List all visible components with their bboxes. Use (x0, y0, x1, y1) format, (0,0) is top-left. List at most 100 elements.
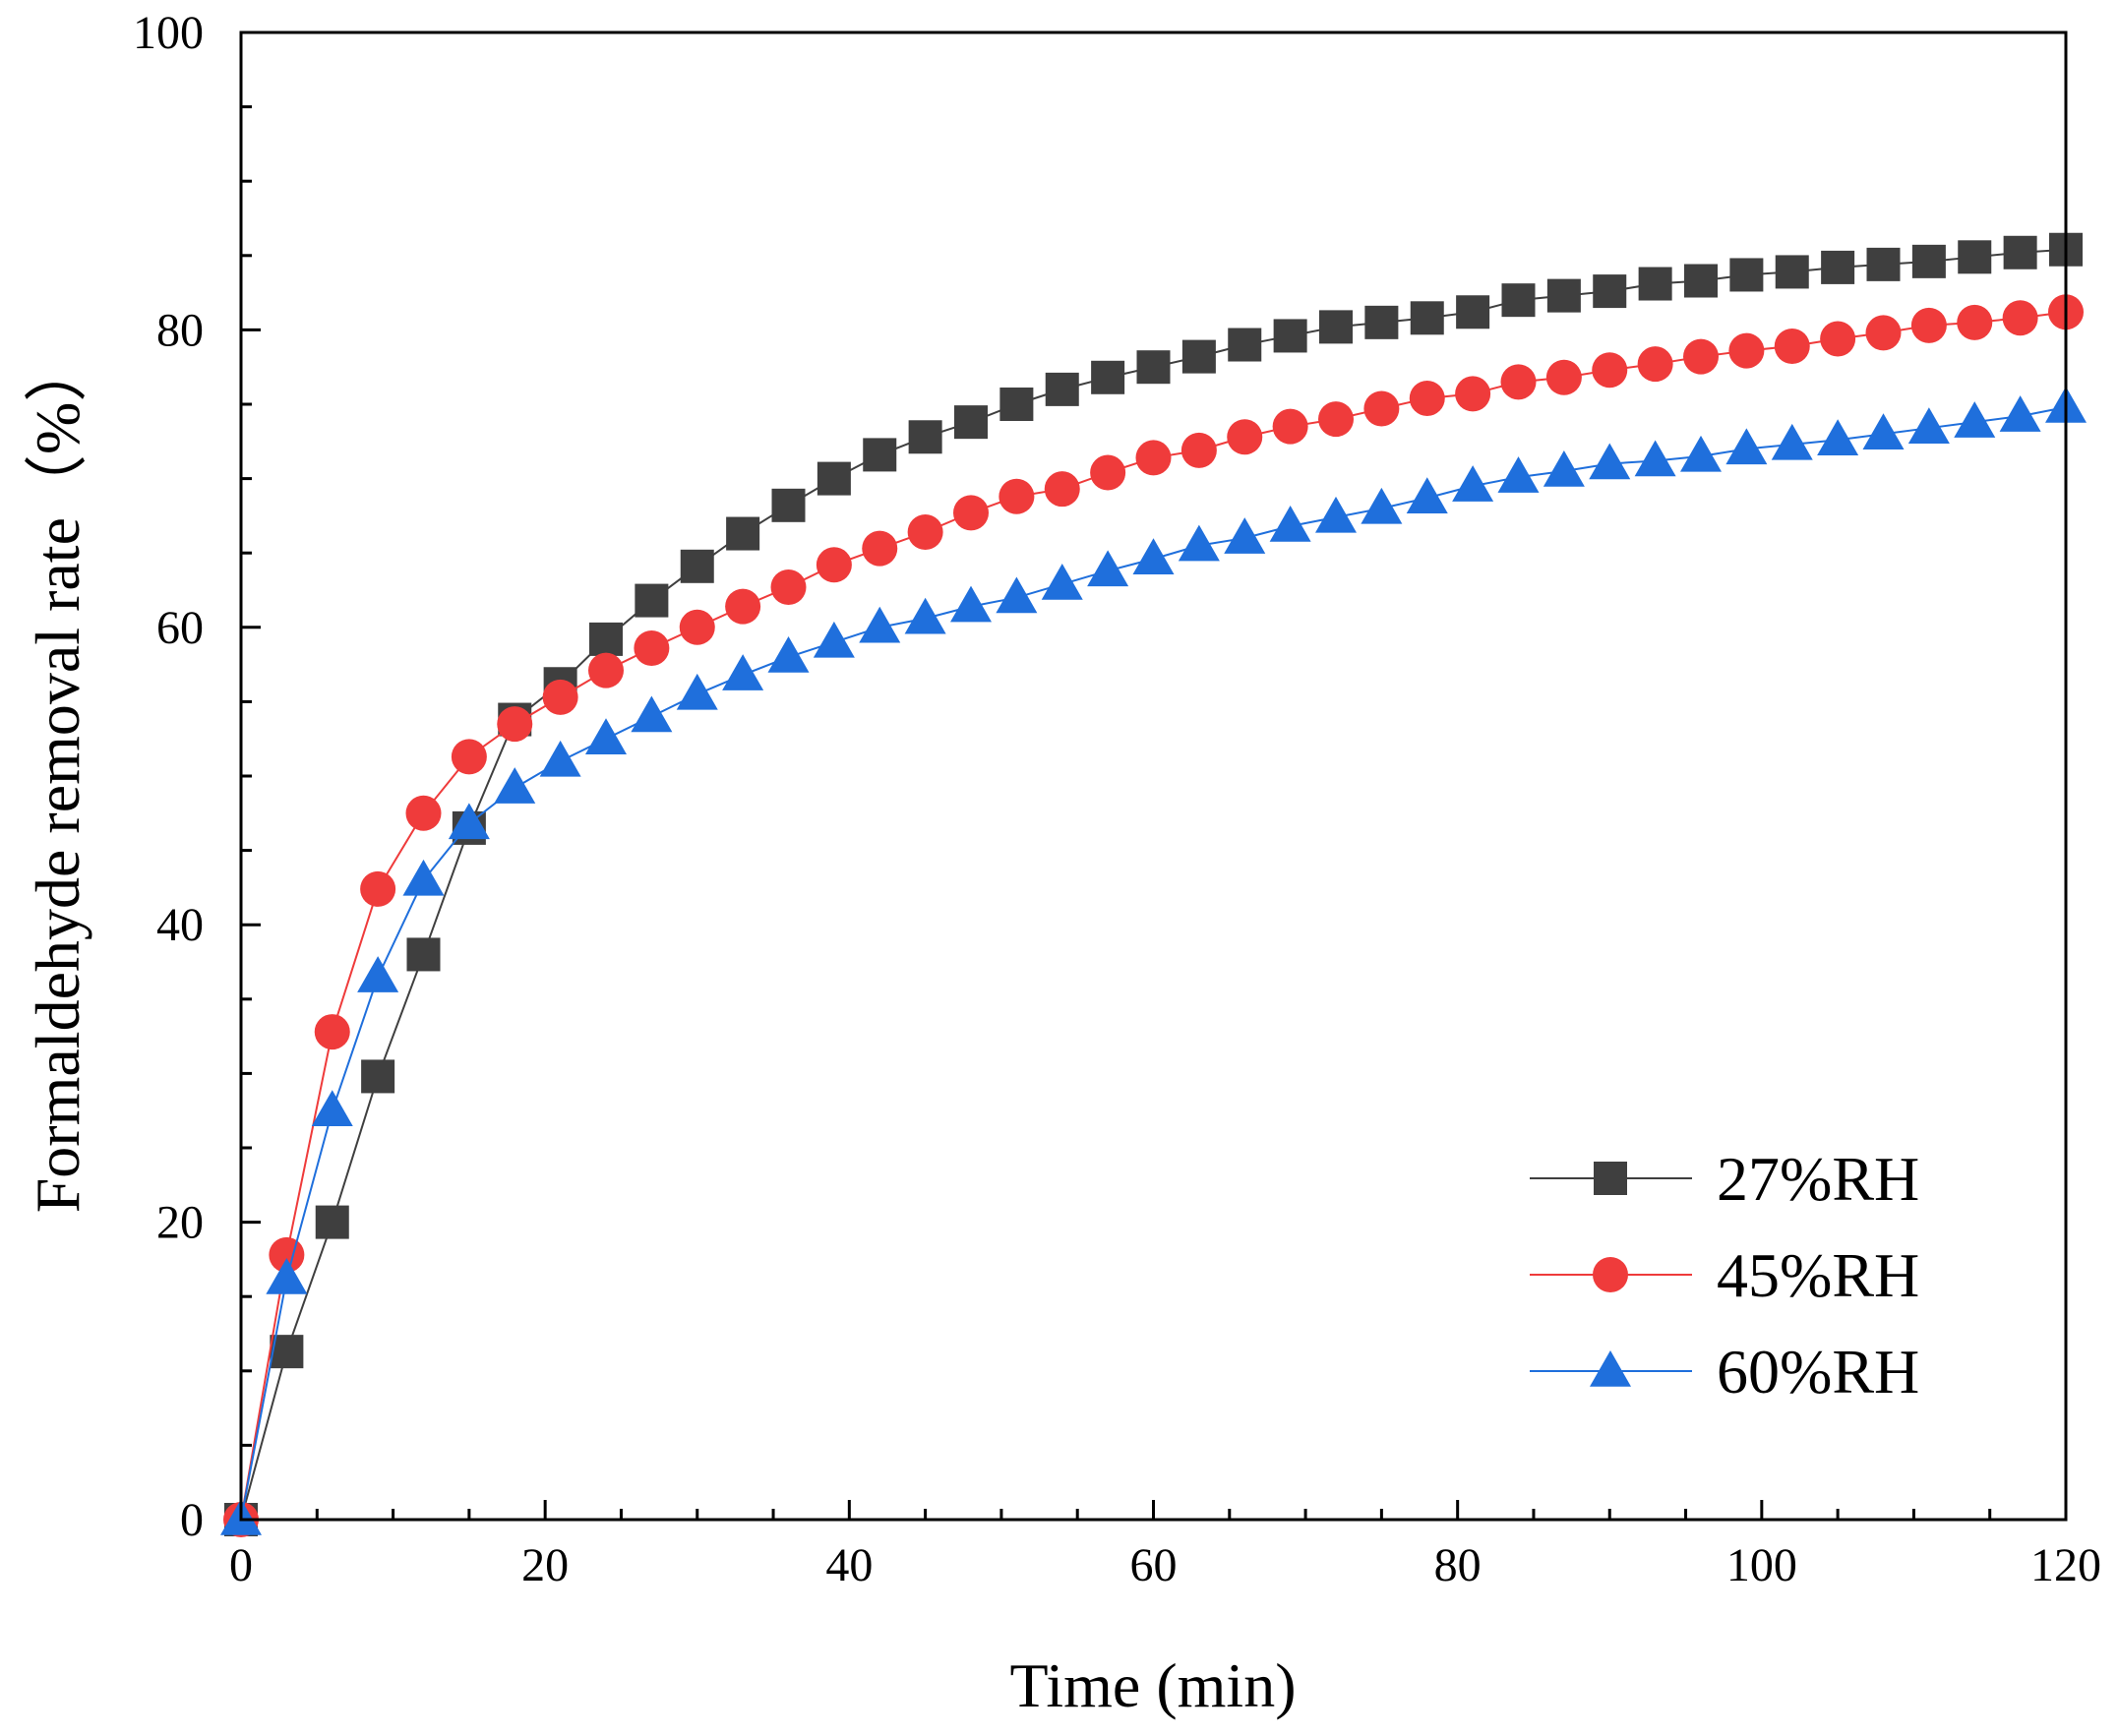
data-point (1315, 496, 1357, 533)
data-point (1269, 505, 1311, 542)
data-point (1087, 550, 1129, 587)
data-point (1954, 401, 1996, 438)
data-point (859, 606, 901, 643)
data-point (1957, 304, 1993, 340)
legend-item: 27%RH (1530, 1144, 1919, 1214)
data-point (953, 495, 989, 531)
data-point (1817, 419, 1859, 456)
data-point (813, 621, 855, 658)
legend-marker (1593, 1257, 1628, 1292)
data-point (1729, 258, 1764, 292)
data-point (726, 516, 760, 551)
data-point (1543, 450, 1585, 487)
y-tick-label: 60 (156, 602, 204, 654)
y-tick-label: 20 (156, 1197, 204, 1249)
data-point (676, 673, 718, 710)
data-point (816, 547, 852, 583)
axis-ticks: 0 20 40 60 80 100 120 0 20 40 60 80 100 (133, 7, 2101, 1591)
data-point (402, 859, 445, 896)
data-point (908, 420, 942, 454)
data-point (1865, 315, 1902, 351)
data-point (680, 549, 714, 583)
x-tick-label: 0 (229, 1539, 253, 1591)
data-point (1866, 247, 1901, 281)
y-tick-label: 100 (133, 7, 204, 59)
data-point (1501, 283, 1536, 318)
data-point (1091, 360, 1125, 394)
data-point (1637, 346, 1673, 383)
data-point (1273, 319, 1307, 353)
data-point (907, 514, 943, 551)
series-45%RH (223, 294, 2084, 1537)
data-point (1634, 440, 1676, 477)
data-point (1820, 321, 1856, 357)
data-point (497, 706, 533, 743)
data-point (1180, 432, 1217, 468)
data-point (2003, 235, 2037, 269)
data-point (1456, 295, 1490, 329)
data-point (771, 488, 806, 522)
data-point (770, 569, 807, 605)
data-point (1227, 419, 1263, 455)
data-point (1410, 301, 1444, 335)
data-point (1546, 278, 1581, 313)
data-point (1132, 538, 1175, 574)
data-point (494, 767, 536, 804)
data-point (2002, 300, 2038, 336)
data-point (1319, 310, 1353, 344)
data-point (1224, 517, 1266, 554)
data-point (315, 1205, 349, 1239)
x-tick-label: 40 (825, 1539, 873, 1591)
data-point (1910, 307, 1947, 343)
data-point (1728, 332, 1765, 369)
data-point (1361, 487, 1403, 524)
y-tick-label: 80 (156, 304, 204, 356)
data-point (314, 1014, 350, 1050)
data-point (1821, 250, 1855, 284)
x-axis-title: Time (min) (1010, 1650, 1297, 1720)
data-point (1409, 380, 1445, 416)
legend-item: 60%RH (1530, 1337, 1919, 1407)
data-point (767, 636, 810, 673)
data-point (406, 937, 441, 972)
data-point (588, 652, 624, 688)
data-point (635, 583, 669, 618)
data-point (539, 740, 581, 777)
data-point (1044, 471, 1080, 508)
data-point (722, 654, 764, 690)
data-point (1178, 524, 1220, 562)
data-point (904, 597, 946, 634)
data-point (1684, 264, 1718, 298)
data-point (1592, 352, 1628, 389)
data-point (862, 530, 898, 567)
data-point (1638, 267, 1672, 301)
data-point (1228, 328, 1262, 362)
data-point (863, 438, 897, 472)
data-point (817, 461, 851, 496)
data-point (1318, 401, 1354, 438)
data-point (996, 576, 1038, 614)
legend-label: 60%RH (1717, 1337, 1919, 1407)
legend: 27%RH 45%RH 60%RH (1530, 1144, 1919, 1407)
data-point (999, 388, 1034, 421)
data-point (1041, 563, 1083, 600)
data-point (405, 795, 442, 831)
data-point (448, 803, 490, 840)
data-point (361, 1059, 395, 1094)
data-point (1725, 428, 1768, 465)
y-tick-label: 40 (156, 899, 204, 951)
data-point (1136, 350, 1171, 385)
data-point (725, 588, 761, 625)
data-point (1545, 359, 1582, 395)
data-point (954, 405, 988, 440)
data-point (1272, 408, 1308, 445)
data-point (631, 695, 673, 733)
data-point (1452, 465, 1494, 502)
data-point (1774, 329, 1810, 365)
data-point (1593, 274, 1627, 309)
data-point (1045, 372, 1079, 406)
data-point (1364, 305, 1399, 339)
data-point (585, 718, 627, 754)
